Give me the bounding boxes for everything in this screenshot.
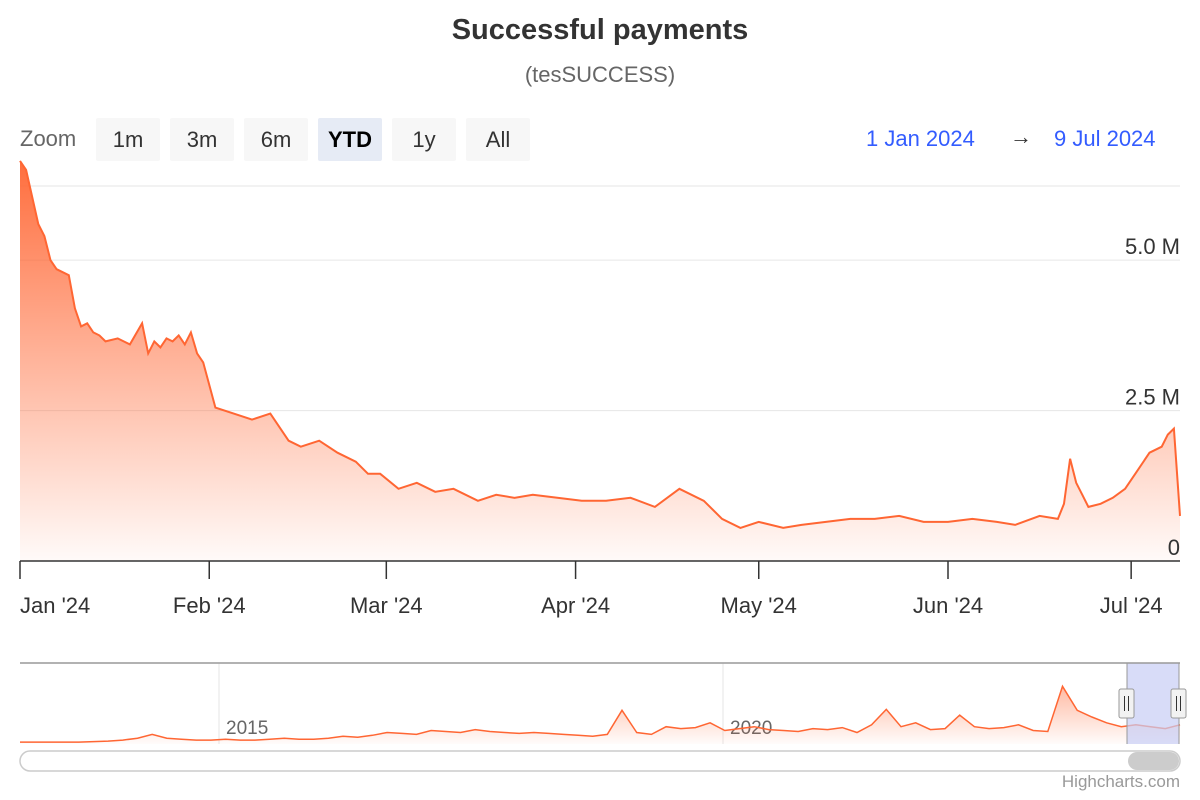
x-tick-label: May '24	[721, 593, 797, 618]
zoom-all-button[interactable]: All	[466, 118, 530, 161]
navigator-left-handle[interactable]	[1118, 688, 1135, 719]
x-tick-label: Feb '24	[173, 593, 246, 618]
zoom-label: Zoom	[20, 126, 77, 151]
zoom-6m-button[interactable]: 6m	[244, 118, 308, 161]
y-tick-label: 2.5 M	[1125, 385, 1180, 410]
scrollbar-thumb[interactable]	[1128, 752, 1179, 770]
navigator-series-line	[20, 684, 1181, 743]
y-tick-label: 0	[1168, 535, 1180, 560]
chart-title: Successful payments	[451, 14, 749, 46]
range-arrow: →	[1010, 124, 1032, 149]
scrollbar[interactable]	[19, 750, 1181, 772]
navigator[interactable]: 2015 2020	[20, 662, 1187, 744]
x-tick-label: Apr '24	[541, 593, 610, 618]
zoom-1y-button[interactable]: 1y	[392, 118, 456, 161]
chart-subtitle: (tesSUCCESS)	[524, 62, 676, 87]
credits-link[interactable]: Highcharts.com	[1061, 772, 1180, 791]
zoom-1m-button[interactable]: 1m	[96, 118, 160, 161]
navigator-label-2015: 2015	[226, 718, 268, 739]
y-tick-label: 5.0 M	[1125, 234, 1180, 259]
navigator-mask[interactable]	[1127, 663, 1179, 744]
x-tick-label: Jul '24	[1100, 593, 1163, 618]
zoom-ytd-button[interactable]: YTD	[318, 118, 382, 161]
x-tick-label: Jun '24	[913, 593, 983, 618]
series-line	[19, 160, 1181, 529]
x-tick-label: Mar '24	[350, 593, 423, 618]
navigator-right-handle[interactable]	[1170, 688, 1187, 719]
zoom-3m-button[interactable]: 3m	[170, 118, 234, 161]
scrollbar-track[interactable]	[19, 750, 1181, 772]
series-area	[20, 160, 1180, 561]
range-to-input[interactable]: 9 Jul 2024	[1054, 126, 1156, 151]
x-tick-label: Jan '24	[20, 593, 90, 618]
navigator-series-area	[20, 686, 1180, 744]
range-from-input[interactable]: 1 Jan 2024	[866, 126, 975, 151]
